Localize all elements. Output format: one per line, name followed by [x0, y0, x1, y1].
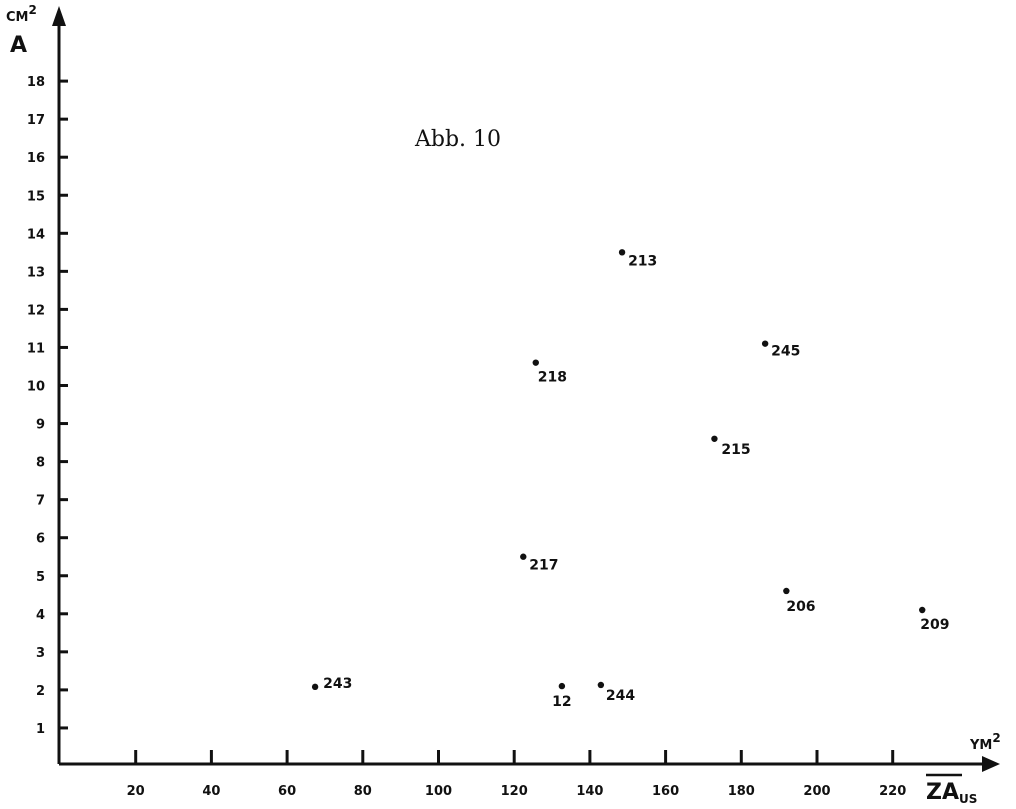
x-tick-label: 20: [127, 784, 145, 799]
data-label-215: 215: [721, 442, 750, 458]
y-tick-label: 2: [36, 684, 45, 699]
y-tick-label: 16: [27, 151, 45, 166]
data-point-245: [761, 340, 769, 347]
x-axis-arrowhead: [982, 756, 1000, 772]
y-tick-label: 18: [27, 75, 45, 90]
x-axis-title-main: ZA: [926, 780, 959, 805]
y-tick-label: 4: [36, 608, 45, 623]
data-label-213: 213: [628, 253, 657, 269]
y-tick-label: 14: [27, 227, 45, 242]
y-tick-label: 12: [27, 303, 45, 318]
x-tick-label: 200: [803, 784, 830, 799]
y-tick-label: 6: [36, 532, 45, 547]
y-tick-label: 3: [36, 646, 45, 661]
data-point-218: [532, 359, 539, 366]
data-label-218: 218: [538, 370, 567, 386]
y-unit-exponent: 2: [28, 3, 36, 17]
y-tick-label: 7: [36, 494, 45, 509]
x-tick-label: 100: [425, 784, 452, 799]
x-tick-label: 60: [278, 784, 296, 799]
data-label-244: 244: [606, 688, 635, 704]
x-tick-label: 140: [576, 784, 603, 799]
data-point-215: [711, 435, 718, 442]
x-tick-label: 40: [202, 784, 220, 799]
data-label-206: 206: [786, 599, 815, 615]
y-tick-label: 15: [27, 189, 45, 204]
data-point-213: [618, 249, 626, 256]
y-tick-label: 13: [27, 265, 45, 280]
y-axis-arrowhead: [52, 6, 66, 26]
figure-title: Abb. 10: [414, 127, 501, 152]
points-layer: 243 12 244 217 206 209 215 218 245 213: [311, 249, 949, 710]
y-tick-label: 1: [36, 722, 45, 737]
data-point-209: [919, 606, 926, 614]
y-unit-label: CM2: [6, 3, 37, 25]
x-tick-label: 160: [652, 784, 679, 799]
y-tick-label: 11: [27, 341, 45, 356]
data-point-244: [597, 681, 605, 689]
data-label-209: 209: [920, 617, 949, 633]
x-tick-label: 180: [728, 784, 755, 799]
y-axis-title: A: [10, 33, 27, 58]
y-tick-label: 8: [36, 456, 45, 471]
y-tick-label: 17: [27, 113, 45, 128]
x-unit-base: YM: [969, 738, 992, 753]
y-unit-base: CM: [6, 10, 28, 25]
x-axis-title-subscript: US: [959, 792, 977, 806]
data-label-243: 243: [323, 676, 352, 692]
x-unit-label: YM2: [969, 731, 1001, 753]
x-tick-label: 80: [354, 784, 372, 799]
x-tick-label: 220: [879, 784, 906, 799]
data-point-206: [783, 587, 790, 595]
data-label-245: 245: [771, 344, 800, 360]
data-point-217: [520, 553, 527, 560]
x-tick-label: 120: [501, 784, 528, 799]
data-point-12: [558, 682, 566, 690]
y-tick-label: 10: [27, 380, 45, 395]
data-label-217: 217: [529, 558, 558, 574]
y-tick-label: 5: [36, 570, 45, 585]
x-axis-title: ZAUS: [926, 780, 977, 806]
x-unit-exponent: 2: [992, 731, 1000, 745]
y-tick-label: 9: [36, 418, 45, 433]
data-point-243: [311, 683, 319, 691]
data-label-12: 12: [552, 694, 571, 710]
